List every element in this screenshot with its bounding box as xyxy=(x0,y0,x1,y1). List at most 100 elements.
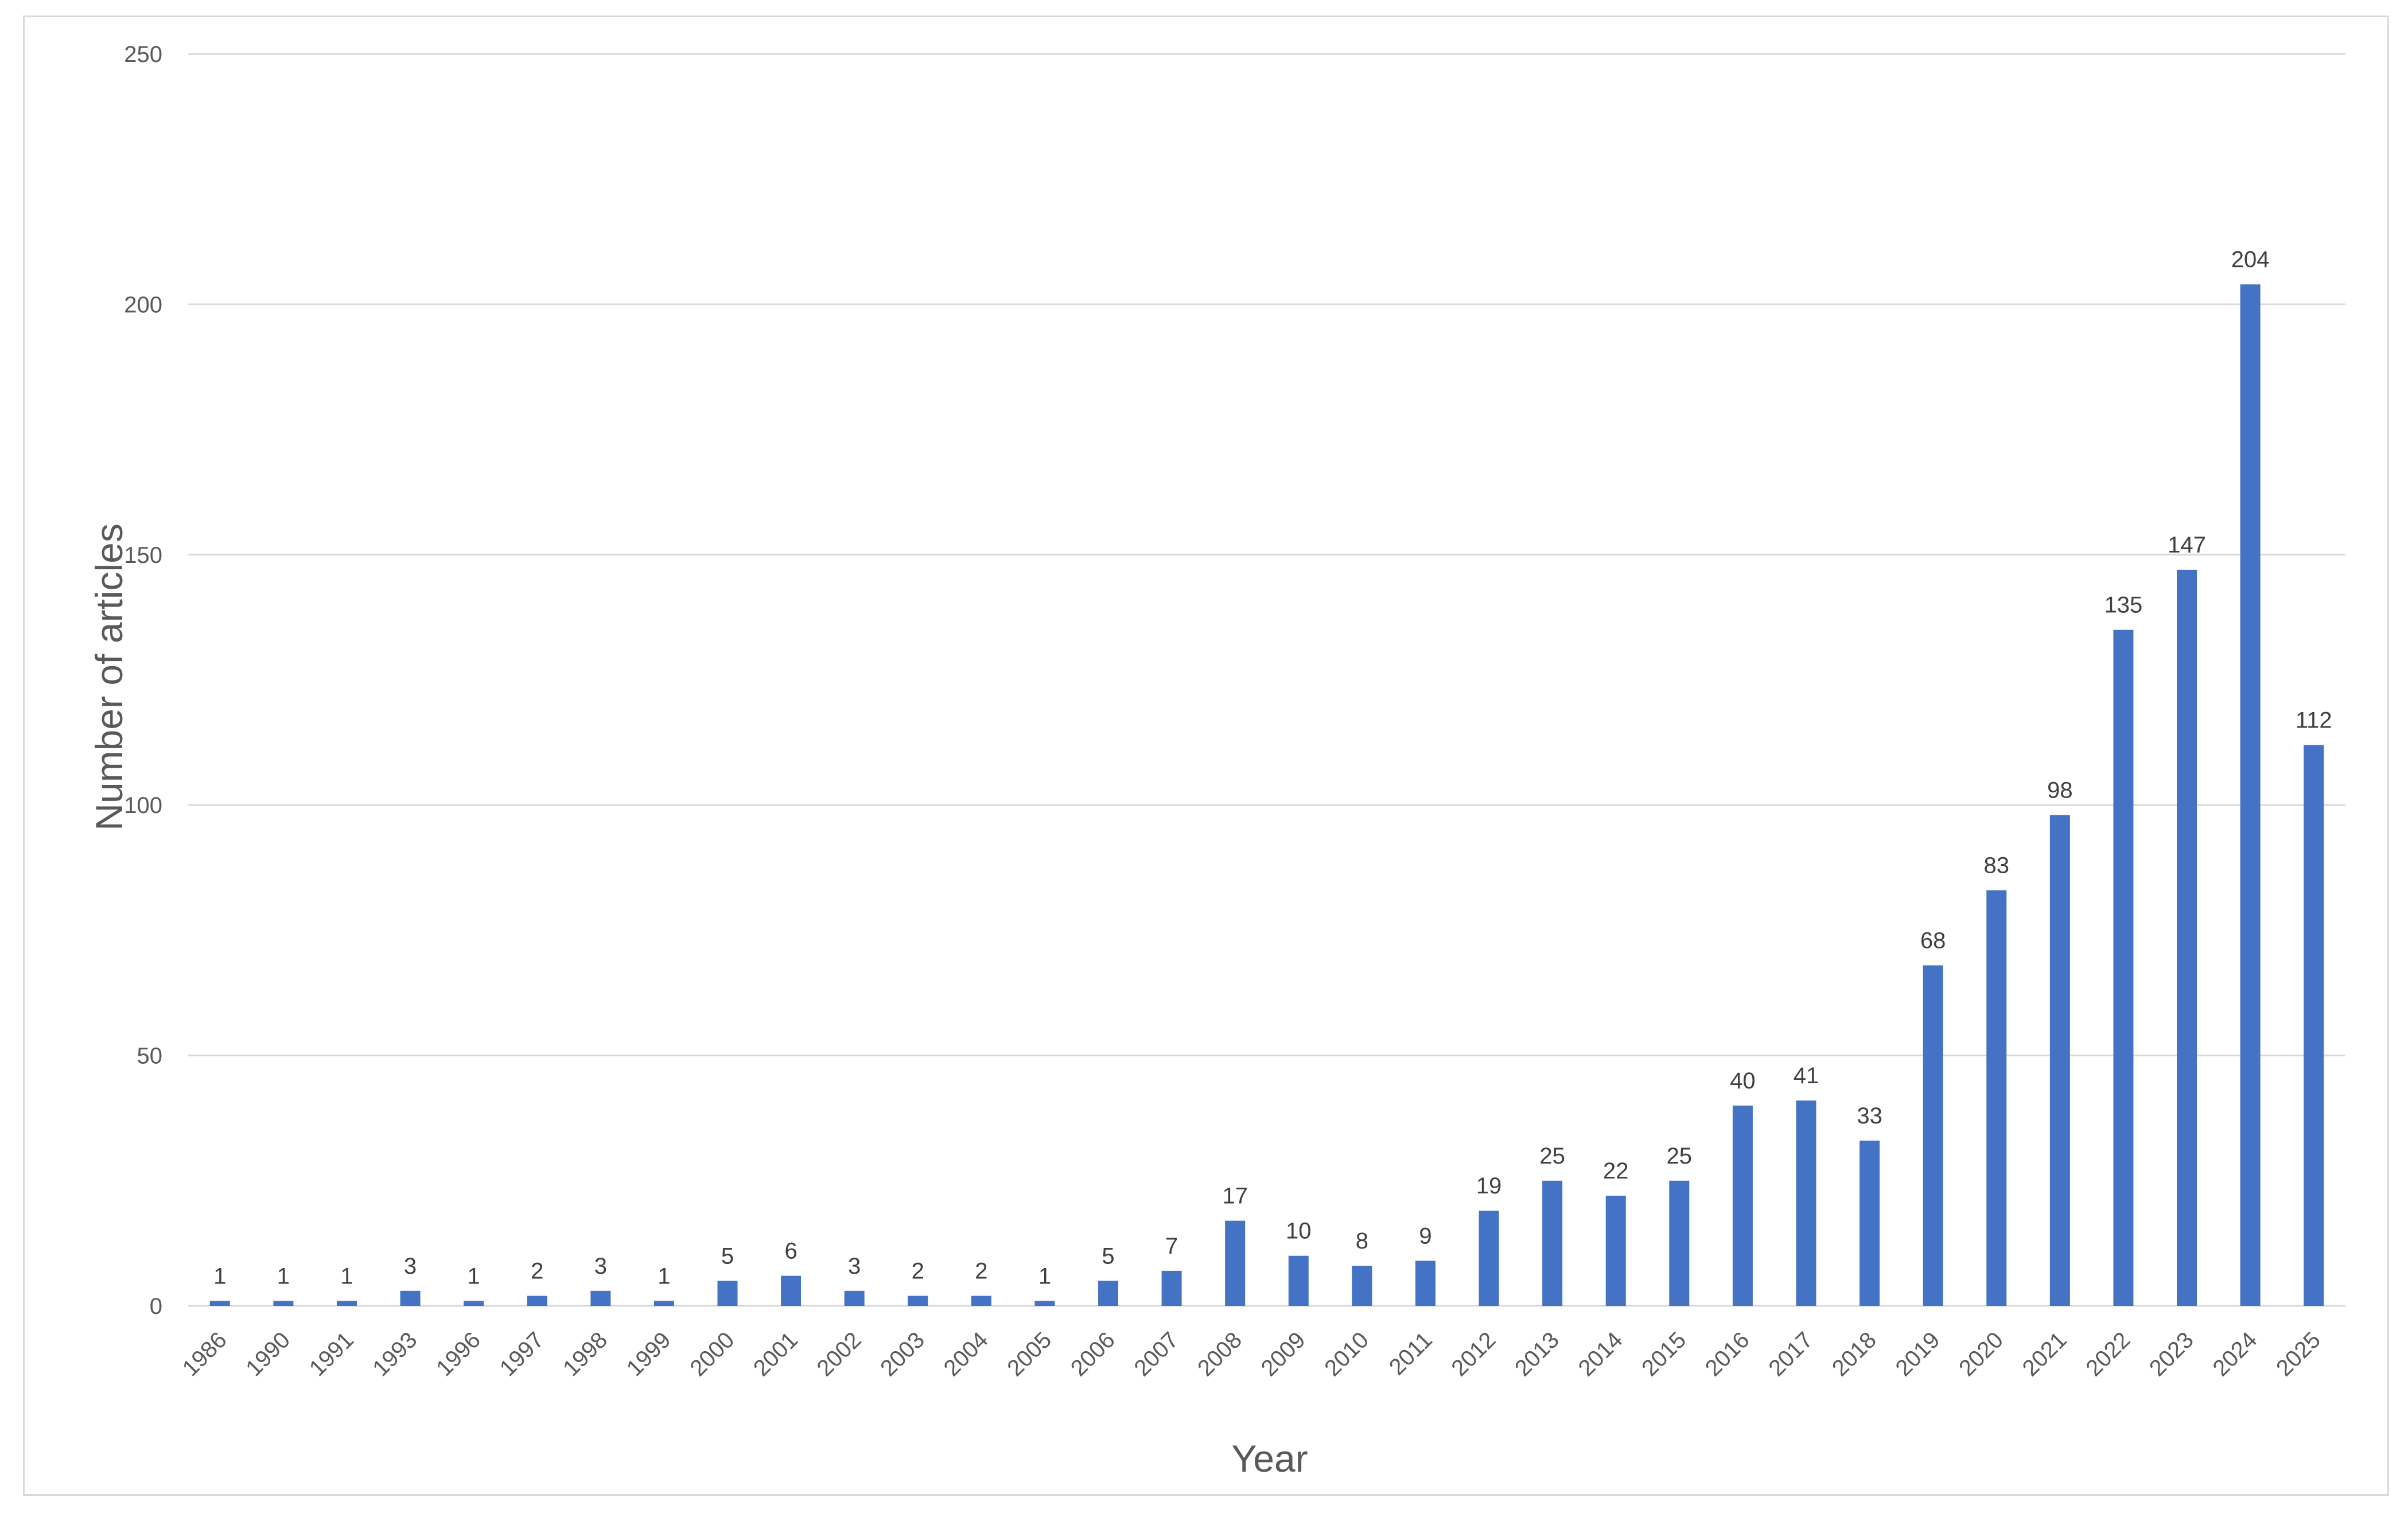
x-tick-label: 2016 xyxy=(1701,1327,1755,1381)
x-tick-label: 1998 xyxy=(558,1327,612,1381)
x-tick-label: 2001 xyxy=(749,1327,803,1381)
bar xyxy=(273,1301,294,1306)
data-label: 25 xyxy=(1667,1143,1693,1169)
bar xyxy=(400,1290,421,1306)
data-label: 2 xyxy=(531,1259,543,1284)
bar xyxy=(464,1301,484,1306)
data-label: 2 xyxy=(975,1259,987,1284)
bar xyxy=(781,1275,802,1306)
x-tick-label: 2020 xyxy=(1954,1327,2008,1381)
x-axis-title: Year xyxy=(1231,1437,1308,1480)
chart-frame: 0 50 100 150 200 250 1 1 1 3 1 2 3 1 5 6 3 2 2 1 5 7 17 10 8 9 19… xyxy=(23,15,2389,1496)
bar xyxy=(1415,1261,1436,1306)
y-axis-title: Number of articles xyxy=(88,523,130,831)
bar xyxy=(1098,1281,1119,1306)
x-tick-label: 2002 xyxy=(812,1327,866,1381)
x-tick-label: 1999 xyxy=(622,1327,676,1381)
bar xyxy=(1796,1100,1816,1306)
data-label: 1 xyxy=(213,1263,226,1289)
x-tick-label: 1993 xyxy=(368,1327,422,1381)
y-tick-label: 200 xyxy=(124,292,162,317)
x-tick-label: 2010 xyxy=(1320,1327,1374,1381)
data-label: 112 xyxy=(2296,707,2332,733)
x-tick-label: 2021 xyxy=(2018,1327,2072,1381)
data-label: 1 xyxy=(1038,1263,1051,1289)
x-tick-label: 2003 xyxy=(876,1327,929,1381)
bar xyxy=(336,1301,357,1306)
bar xyxy=(1225,1220,1246,1306)
data-label: 83 xyxy=(1984,853,2010,878)
x-tick-label: 2025 xyxy=(2271,1327,2325,1381)
x-tick-label: 2019 xyxy=(1891,1327,1945,1381)
bar xyxy=(2177,569,2197,1306)
data-label: 9 xyxy=(1419,1223,1431,1248)
data-label: 147 xyxy=(2168,532,2206,558)
data-label: 1 xyxy=(277,1263,290,1289)
data-label: 3 xyxy=(848,1254,861,1279)
bar xyxy=(908,1296,928,1306)
bar xyxy=(971,1296,991,1306)
data-label: 6 xyxy=(784,1239,797,1264)
data-label: 98 xyxy=(2047,778,2073,803)
gridlines xyxy=(188,53,2345,1307)
bars xyxy=(209,284,2324,1306)
x-tick-label: 1996 xyxy=(431,1327,485,1381)
bar xyxy=(1288,1255,1309,1306)
x-tick-label: 1991 xyxy=(305,1327,359,1381)
data-label: 17 xyxy=(1222,1184,1248,1209)
data-label: 5 xyxy=(721,1243,734,1269)
data-label: 3 xyxy=(404,1254,417,1279)
data-label: 7 xyxy=(1165,1234,1178,1259)
bar xyxy=(844,1290,865,1306)
data-label: 41 xyxy=(1794,1063,1819,1088)
x-tick-label: 1990 xyxy=(241,1327,295,1381)
y-tick-label: 250 xyxy=(124,42,162,67)
x-tick-label: 2013 xyxy=(1510,1327,1564,1381)
bar xyxy=(1732,1105,1753,1306)
data-label: 68 xyxy=(1920,928,1946,953)
x-tick-label: 2024 xyxy=(2208,1327,2262,1381)
y-tick-label: 0 xyxy=(150,1294,162,1319)
data-label: 204 xyxy=(2231,247,2270,272)
data-label: 8 xyxy=(1356,1228,1368,1254)
data-label: 10 xyxy=(1286,1219,1312,1244)
y-tick-label: 50 xyxy=(137,1044,163,1069)
x-tick-label: 2008 xyxy=(1193,1327,1247,1381)
x-tick-label: 2009 xyxy=(1256,1327,1310,1381)
bar xyxy=(1352,1266,1372,1306)
bar xyxy=(2240,284,2261,1306)
y-tick-label: 100 xyxy=(124,793,162,818)
bar xyxy=(590,1290,611,1306)
data-label: 1 xyxy=(340,1263,353,1289)
bar xyxy=(1034,1301,1055,1306)
x-axis-ticks: 1986 1990 1991 1993 1996 1997 1998 1999 2000 2001… xyxy=(178,1327,2325,1381)
bar xyxy=(2113,629,2134,1306)
data-label: 22 xyxy=(1603,1158,1629,1184)
bar xyxy=(1860,1140,1880,1306)
data-label: 1 xyxy=(658,1263,670,1289)
x-tick-label: 2018 xyxy=(1827,1327,1881,1381)
data-label: 19 xyxy=(1476,1173,1502,1199)
data-label: 5 xyxy=(1102,1243,1114,1269)
bar xyxy=(2049,815,2070,1306)
data-label: 2 xyxy=(912,1259,924,1284)
bar xyxy=(717,1281,738,1306)
bar xyxy=(209,1301,230,1306)
x-tick-label: 2022 xyxy=(2081,1327,2135,1381)
x-tick-label: 2014 xyxy=(1574,1327,1628,1381)
bar xyxy=(1542,1180,1563,1306)
x-tick-label: 2017 xyxy=(1764,1327,1818,1381)
data-label: 3 xyxy=(594,1254,607,1279)
bar xyxy=(1986,890,2007,1306)
data-label: 33 xyxy=(1857,1103,1882,1129)
data-label: 40 xyxy=(1730,1068,1756,1094)
bar xyxy=(2304,745,2324,1306)
data-label: 1 xyxy=(468,1263,480,1289)
x-tick-label: 2012 xyxy=(1446,1327,1500,1381)
x-tick-label: 2015 xyxy=(1637,1327,1691,1381)
x-tick-label: 2007 xyxy=(1129,1327,1183,1381)
bar xyxy=(1605,1195,1626,1306)
x-tick-label: 2023 xyxy=(2145,1327,2199,1381)
